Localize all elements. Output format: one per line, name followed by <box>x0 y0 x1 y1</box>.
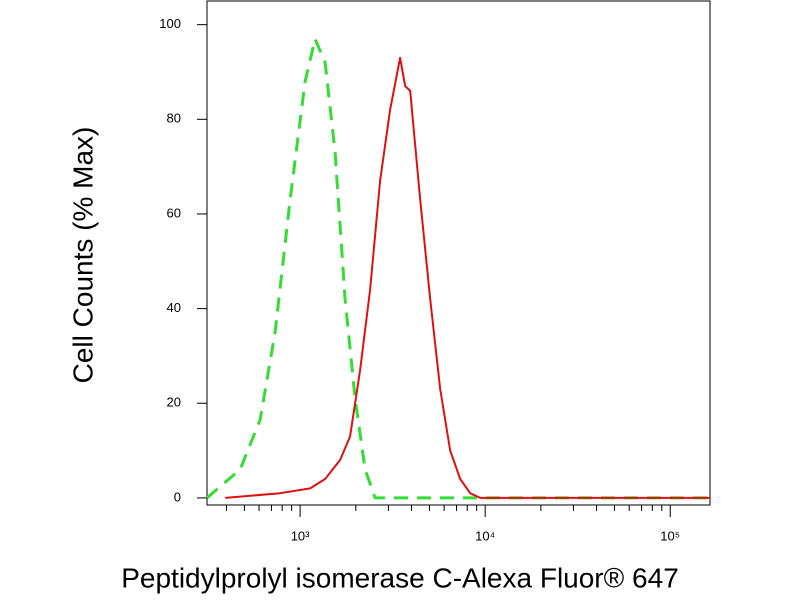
y-tick-label: 40 <box>167 300 181 315</box>
plot-frame <box>206 0 711 506</box>
x-tick-label: 10⁴ <box>475 528 495 543</box>
y-tick-label: 100 <box>159 16 181 31</box>
y-tick-label: 20 <box>167 395 181 410</box>
x-axis-label: Peptidylprolyl isomerase C-Alexa Fluor® … <box>121 562 679 593</box>
histogram-line <box>206 37 710 500</box>
x-tick-label: 10⁵ <box>660 528 680 543</box>
y-tick-label: 60 <box>167 205 181 220</box>
x-tick-label: 10³ <box>291 528 310 543</box>
y-tick-label: 80 <box>167 111 181 126</box>
y-axis-label: Cell Counts (% Max) <box>67 127 98 384</box>
histogram-line <box>225 56 710 499</box>
y-tick-label: 0 <box>174 489 181 504</box>
